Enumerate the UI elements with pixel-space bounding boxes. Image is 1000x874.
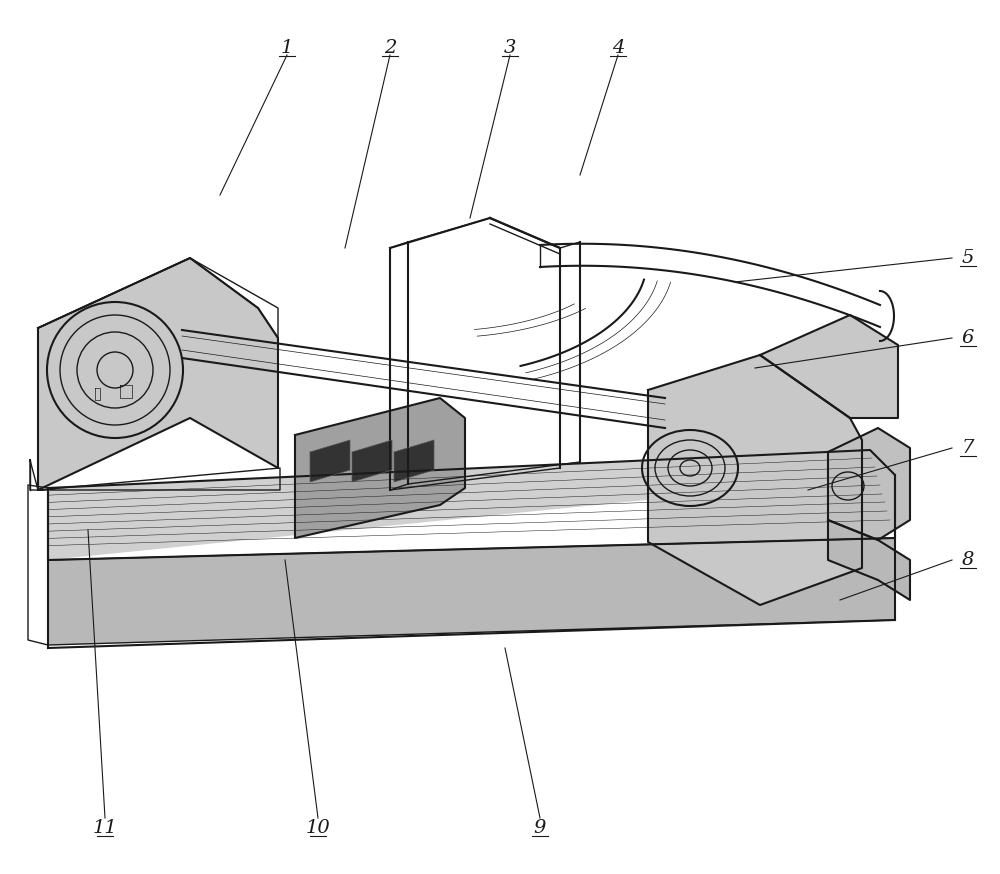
Text: 6: 6	[962, 329, 974, 347]
Polygon shape	[648, 355, 862, 605]
Polygon shape	[352, 440, 392, 482]
Text: 3: 3	[504, 39, 516, 57]
Text: 1: 1	[281, 39, 293, 57]
Polygon shape	[828, 428, 910, 540]
Polygon shape	[760, 315, 898, 418]
Polygon shape	[48, 450, 895, 560]
Text: 5: 5	[962, 249, 974, 267]
Polygon shape	[38, 258, 278, 490]
Text: 4: 4	[612, 39, 624, 57]
Text: 9: 9	[534, 819, 546, 837]
Polygon shape	[48, 538, 895, 645]
Text: 7: 7	[962, 439, 974, 457]
Text: 10: 10	[306, 819, 330, 837]
Text: 8: 8	[962, 551, 974, 569]
Text: 11: 11	[93, 819, 117, 837]
Text: 2: 2	[384, 39, 396, 57]
Polygon shape	[394, 440, 434, 482]
Polygon shape	[295, 398, 465, 538]
Polygon shape	[828, 520, 910, 600]
Polygon shape	[310, 440, 350, 482]
